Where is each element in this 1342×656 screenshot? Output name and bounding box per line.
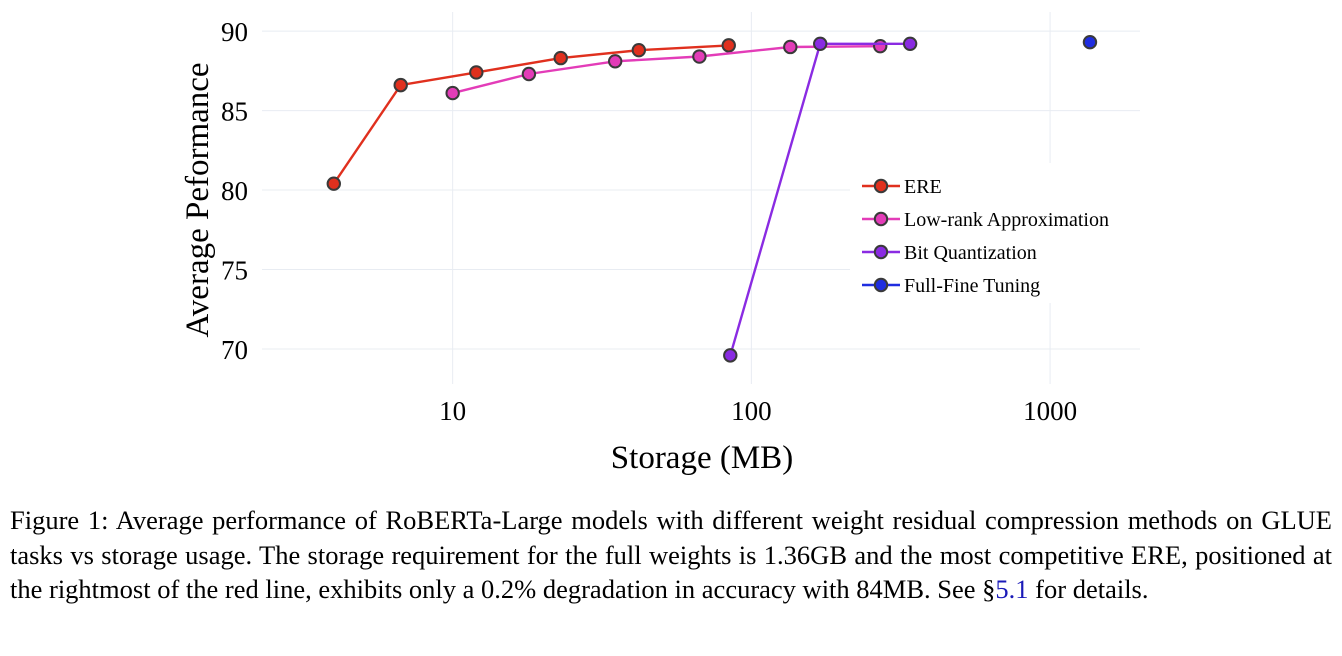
y-tick-label: 90 (221, 17, 248, 47)
y-tick-label: 70 (221, 335, 248, 365)
legend-marker-ere (873, 178, 889, 194)
plot-area (326, 35, 1098, 363)
data-point-ere (469, 65, 484, 80)
data-point-full-fine-tuning (1082, 35, 1098, 50)
x-tick-label: 100 (731, 396, 772, 426)
grid (262, 12, 1140, 384)
data-point-low-rank-approximation (873, 38, 888, 54)
series-line-ere (332, 44, 729, 185)
legend-marker-low-rank-approximation (873, 211, 889, 227)
series-line-low-rank-approximation (452, 45, 881, 95)
caption-text: Figure 1: Average performance of RoBERTa… (10, 505, 1332, 604)
figure-caption: Figure 1: Average performance of RoBERTa… (10, 503, 1332, 607)
data-point-low-rank-approximation (692, 49, 707, 64)
legend-label-full-fine-tuning: Full-Fine Tuning (904, 275, 1040, 297)
legend: ERE Low-rank Approximation Bit Quantizatio… (850, 163, 1140, 303)
legend-label-low-rank-approximation: Low-rank Approximation (904, 209, 1109, 231)
y-tick-label: 75 (221, 256, 248, 286)
data-point-ere (393, 77, 408, 93)
x-tick-label: 10 (439, 396, 466, 426)
x-tick-label: 1000 (1023, 396, 1077, 426)
data-point-bit-quantization (813, 36, 828, 51)
data-point-low-rank-approximation (607, 54, 623, 69)
data-point-bit-quantization (902, 36, 918, 51)
chart: 70 75 80 85 90 10 100 1000 ERE Low-rank Approxim… (180, 12, 1140, 476)
legend-label-bit-quantization: Bit Quantization (904, 242, 1037, 264)
axes: 70 75 80 85 90 10 100 1000 (221, 17, 1077, 426)
legend-marker-full-fine-tuning (873, 277, 889, 293)
data-point-ere (721, 38, 736, 53)
y-tick-label: 85 (221, 97, 248, 127)
x-axis-label: Storage (MB) (611, 440, 793, 476)
legend-label-ere: ERE (904, 176, 942, 198)
data-point-ere (553, 50, 568, 66)
legend-marker-bit-quantization (873, 244, 889, 260)
data-point-bit-quantization (723, 348, 738, 363)
data-point-low-rank-approximation (521, 66, 537, 82)
data-point-low-rank-approximation (445, 85, 460, 101)
section-link[interactable]: 5.1 (995, 574, 1029, 604)
caption-text-end: for details. (1028, 574, 1149, 604)
y-axis-label: Average Peformance (180, 62, 216, 337)
data-point-ere (326, 176, 341, 191)
y-tick-label: 80 (221, 176, 248, 206)
data-point-ere (631, 42, 647, 58)
data-point-low-rank-approximation (783, 39, 798, 55)
